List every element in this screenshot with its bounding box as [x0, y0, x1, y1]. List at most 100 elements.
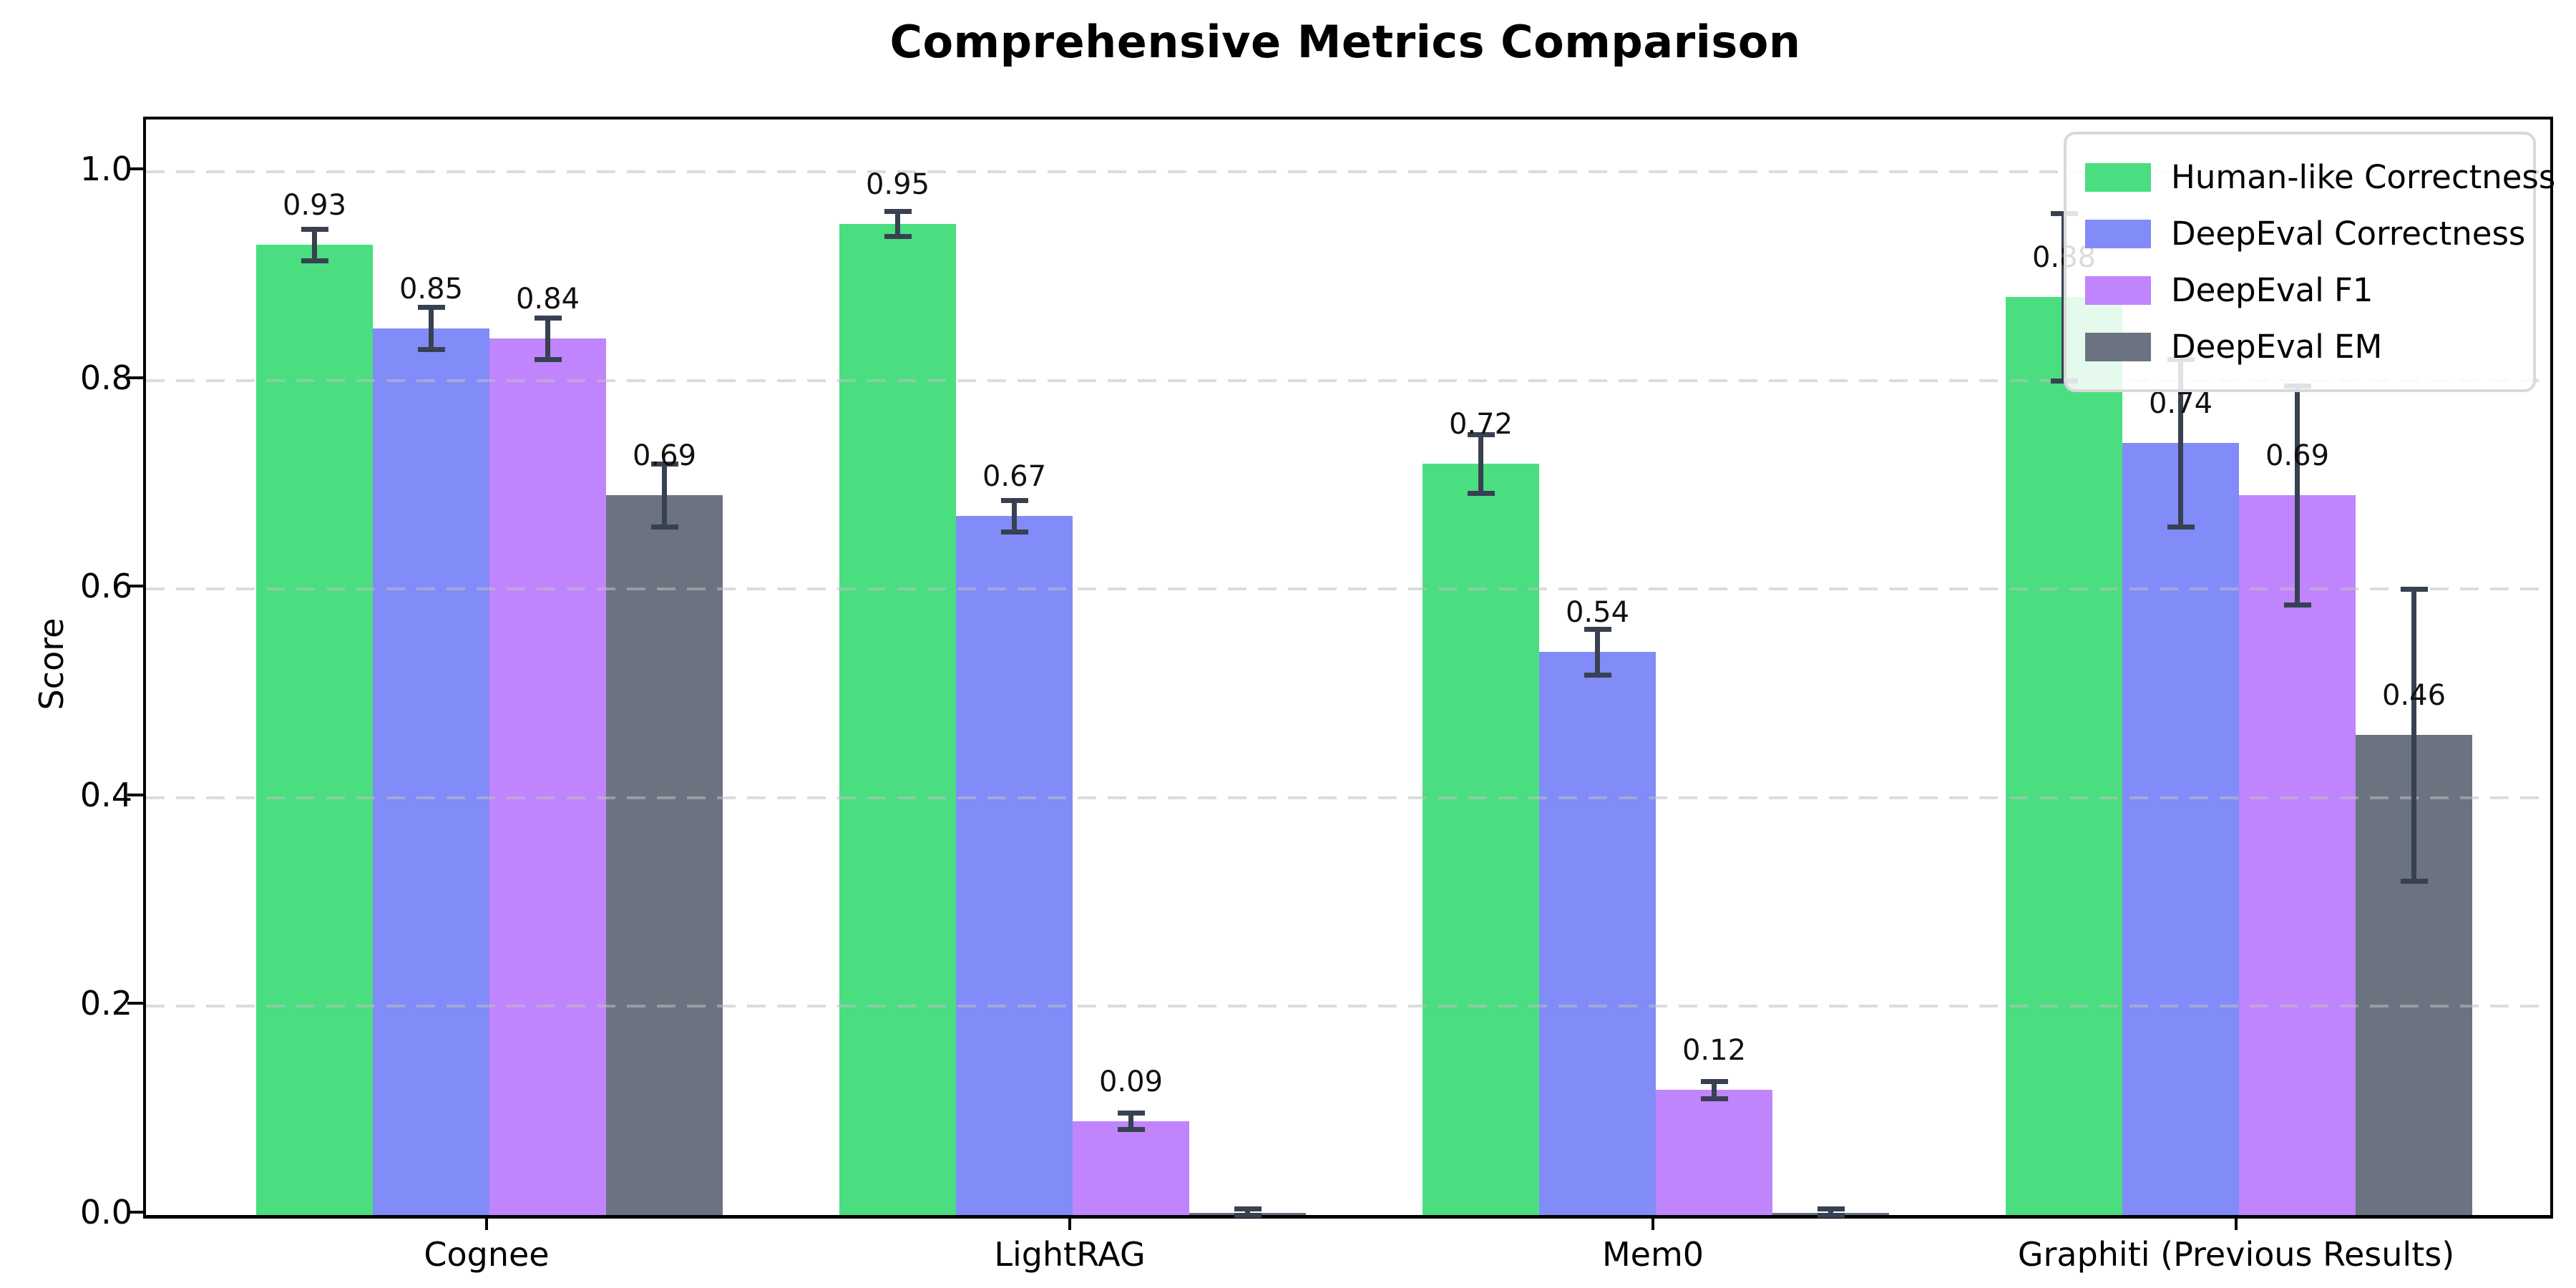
- error-bar-cap: [1117, 1127, 1145, 1133]
- error-bar-cap: [1817, 1206, 1845, 1212]
- error-bar: [1128, 1113, 1133, 1130]
- y-tick-mark: [127, 1002, 143, 1005]
- error-bar-cap: [1467, 432, 1495, 438]
- bar-value-label: 0.74: [2148, 386, 2213, 420]
- y-tick-label: 0.6: [79, 567, 132, 606]
- legend-label: DeepEval EM: [2171, 328, 2383, 366]
- gridline: [146, 796, 2550, 799]
- x-tick-mark: [485, 1216, 488, 1230]
- y-tick-label: 1.0: [79, 149, 132, 188]
- error-bar: [1712, 1081, 1717, 1098]
- error-bar: [429, 307, 434, 349]
- y-tick-mark: [127, 376, 143, 379]
- x-tick-label: Mem0: [1601, 1235, 1704, 1274]
- error-bar-cap: [1000, 529, 1028, 535]
- error-bar-cap: [301, 227, 328, 233]
- y-tick-label: 0.0: [79, 1193, 132, 1231]
- legend-entry: DeepEval F1: [2085, 262, 2514, 318]
- bar: [606, 494, 723, 1215]
- bar-value-label: 0.09: [1098, 1065, 1163, 1098]
- bar: [489, 338, 606, 1215]
- x-tick-label: Cognee: [424, 1235, 550, 1274]
- gridline: [146, 170, 2550, 173]
- error-bar-cap: [1584, 672, 1611, 678]
- bar-value-label: 0.69: [632, 439, 697, 472]
- error-bar: [1828, 1209, 1833, 1215]
- legend: Human-like Correctness DeepEval Correctne…: [2064, 132, 2555, 392]
- error-bar: [2295, 385, 2300, 605]
- legend-swatch: [2085, 162, 2151, 192]
- error-bar-cap: [2283, 602, 2311, 608]
- bar: [839, 223, 956, 1215]
- bar: [2006, 296, 2122, 1215]
- error-bar-cap: [1700, 1096, 1728, 1101]
- legend-entry: DeepEval Correctness: [2085, 205, 2525, 262]
- x-tick-label: LightRAG: [994, 1235, 1146, 1274]
- bar-value-label: 0.84: [515, 283, 580, 316]
- error-bar: [1595, 628, 1600, 675]
- gridline: [146, 587, 2550, 591]
- error-bar-cap: [301, 258, 328, 263]
- error-bar-cap: [650, 524, 678, 530]
- x-tick-mark: [1068, 1216, 1071, 1230]
- error-bar-cap: [417, 346, 445, 352]
- bar-value-label: 0.54: [1565, 595, 1630, 629]
- chart-title: Comprehensive Metrics Comparison: [889, 16, 1801, 68]
- error-bar-cap: [884, 234, 912, 240]
- error-bar-cap: [1234, 1206, 1262, 1212]
- bar-value-label: 0.12: [1682, 1033, 1747, 1067]
- bar: [1539, 651, 1656, 1215]
- error-bar-cap: [650, 462, 678, 467]
- bar: [2122, 443, 2239, 1215]
- y-tick-mark: [127, 167, 143, 170]
- gridline: [146, 379, 2550, 382]
- error-bar: [1478, 434, 1483, 493]
- error-bar: [662, 464, 667, 527]
- bar-value-label: 0.72: [1448, 408, 1513, 441]
- legend-entry: DeepEval EM: [2085, 318, 2514, 375]
- bar: [1073, 1121, 1189, 1215]
- gridline: [146, 1005, 2550, 1008]
- error-bar-cap: [1584, 626, 1611, 632]
- bar-value-label: 0.46: [2381, 679, 2446, 713]
- legend-swatch: [2085, 332, 2151, 361]
- error-bar-cap: [1467, 490, 1495, 496]
- y-tick-mark: [127, 585, 143, 588]
- bar: [2239, 494, 2356, 1215]
- error-bar: [2411, 589, 2416, 882]
- error-bar-cap: [534, 316, 562, 321]
- error-bar-cap: [2400, 879, 2428, 884]
- y-tick-mark: [127, 793, 143, 796]
- bar: [256, 244, 373, 1215]
- legend-swatch: [2085, 275, 2151, 305]
- error-bar-cap: [1700, 1079, 1728, 1085]
- bar-value-label: 0.67: [982, 460, 1047, 493]
- error-bar-cap: [2167, 524, 2195, 530]
- error-bar: [545, 318, 550, 360]
- error-bar-cap: [884, 209, 912, 215]
- bar: [1656, 1090, 1772, 1215]
- error-bar-cap: [1000, 498, 1028, 504]
- error-bar: [1245, 1209, 1250, 1215]
- legend-swatch: [2085, 219, 2151, 248]
- error-bar: [895, 211, 900, 237]
- error-bar-cap: [534, 357, 562, 363]
- error-bar-cap: [1817, 1213, 1845, 1218]
- x-tick-mark: [2235, 1216, 2238, 1230]
- y-tick-label: 0.4: [79, 775, 132, 814]
- error-bar-cap: [2400, 587, 2428, 592]
- error-bar-cap: [1117, 1111, 1145, 1116]
- bar: [1423, 464, 1539, 1215]
- legend-entry: Human-like Correctness: [2085, 149, 2555, 205]
- y-tick-mark: [127, 1211, 143, 1214]
- x-tick-label: Graphiti (Previous Results): [2017, 1235, 2455, 1274]
- error-bar-cap: [417, 305, 445, 311]
- bar-value-label: 0.85: [399, 272, 464, 306]
- x-tick-mark: [1652, 1216, 1654, 1230]
- error-bar: [312, 229, 317, 260]
- legend-label: DeepEval F1: [2171, 271, 2373, 309]
- bar-value-label: 0.93: [282, 188, 347, 222]
- y-axis-label: Score: [32, 618, 71, 711]
- error-bar: [2178, 359, 2183, 527]
